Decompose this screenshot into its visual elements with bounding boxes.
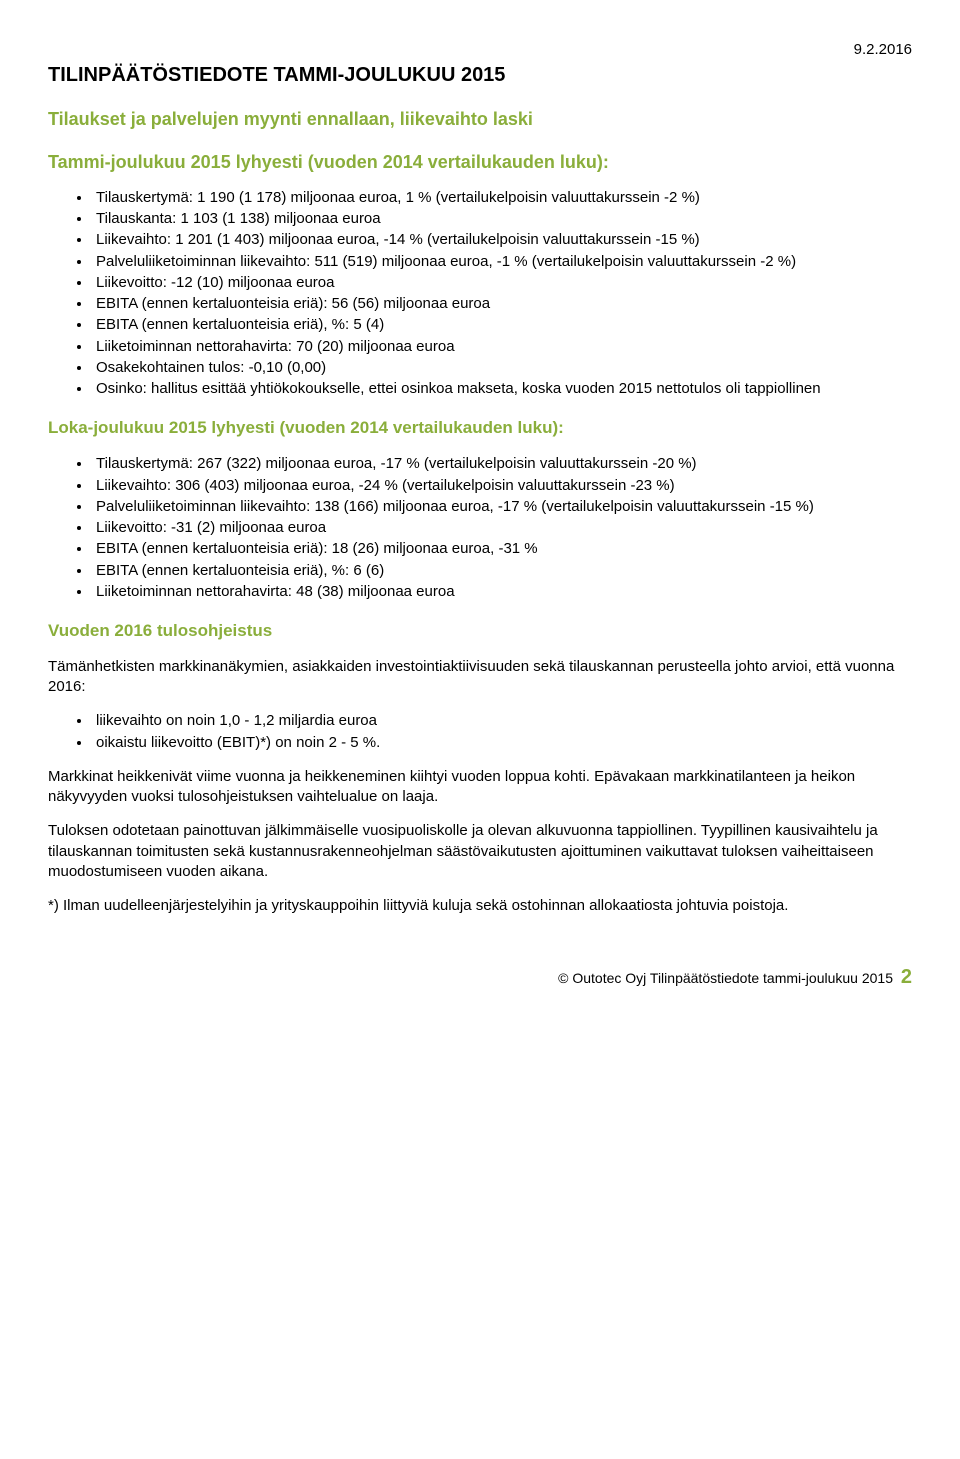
page-footer: © Outotec Oyj Tilinpäätöstiedote tammi-j…: [48, 964, 912, 991]
list-tammi-joulukuu: Tilauskertymä: 1 190 (1 178) miljoonaa e…: [48, 188, 912, 400]
list-item: liikevaihto on noin 1,0 - 1,2 miljardia …: [92, 711, 912, 731]
subtitle-tammi-joulukuu: Tammi-joulukuu 2015 lyhyesti (vuoden 201…: [48, 150, 912, 174]
subtitle-tulosohjeistus: Vuoden 2016 tulosohjeistus: [48, 620, 912, 643]
paragraph-markets: Markkinat heikkenivät viime vuonna ja he…: [48, 767, 912, 808]
list-item: Tilauskanta: 1 103 (1 138) miljoonaa eur…: [92, 209, 912, 229]
list-item: Liiketoiminnan nettorahavirta: 48 (38) m…: [92, 582, 912, 602]
list-item: Osakekohtainen tulos: -0,10 (0,00): [92, 358, 912, 378]
list-item: Liikevaihto: 1 201 (1 403) miljoonaa eur…: [92, 230, 912, 250]
list-item: EBITA (ennen kertaluonteisia eriä): 56 (…: [92, 294, 912, 314]
main-title: TILINPÄÄTÖSTIEDOTE TAMMI-JOULUKUU 2015: [48, 62, 912, 89]
list-item: oikaistu liikevoitto (EBIT)*) on noin 2 …: [92, 733, 912, 753]
paragraph-results: Tuloksen odotetaan painottuvan jälkimmäi…: [48, 821, 912, 882]
list-2016-guidance: liikevaihto on noin 1,0 - 1,2 miljardia …: [48, 711, 912, 753]
list-item: EBITA (ennen kertaluonteisia eriä): 18 (…: [92, 539, 912, 559]
paragraph-intro-2016: Tämänhetkisten markkinanäkymien, asiakka…: [48, 657, 912, 698]
list-item: Liiketoiminnan nettorahavirta: 70 (20) m…: [92, 337, 912, 357]
page-number: 2: [901, 966, 912, 988]
subtitle-orders: Tilaukset ja palvelujen myynti ennallaan…: [48, 107, 912, 131]
list-item: Liikevoitto: -12 (10) miljoonaa euroa: [92, 273, 912, 293]
list-item: Palveluliiketoiminnan liikevaihto: 511 (…: [92, 252, 912, 272]
footer-text: © Outotec Oyj Tilinpäätöstiedote tammi-j…: [558, 970, 893, 986]
list-item: EBITA (ennen kertaluonteisia eriä), %: 5…: [92, 315, 912, 335]
list-item: Osinko: hallitus esittää yhtiökokouksell…: [92, 379, 912, 399]
paragraph-footnote: *) Ilman uudelleenjärjestelyihin ja yrit…: [48, 896, 912, 916]
document-date: 9.2.2016: [48, 40, 912, 60]
list-item: Palveluliiketoiminnan liikevaihto: 138 (…: [92, 497, 912, 517]
list-item: Tilauskertymä: 267 (322) miljoonaa euroa…: [92, 454, 912, 474]
list-item: Tilauskertymä: 1 190 (1 178) miljoonaa e…: [92, 188, 912, 208]
list-item: Liikevaihto: 306 (403) miljoonaa euroa, …: [92, 476, 912, 496]
list-item: EBITA (ennen kertaluonteisia eriä), %: 6…: [92, 561, 912, 581]
list-loka-joulukuu: Tilauskertymä: 267 (322) miljoonaa euroa…: [48, 454, 912, 602]
list-item: Liikevoitto: -31 (2) miljoonaa euroa: [92, 518, 912, 538]
subtitle-loka-joulukuu: Loka-joulukuu 2015 lyhyesti (vuoden 2014…: [48, 417, 912, 440]
